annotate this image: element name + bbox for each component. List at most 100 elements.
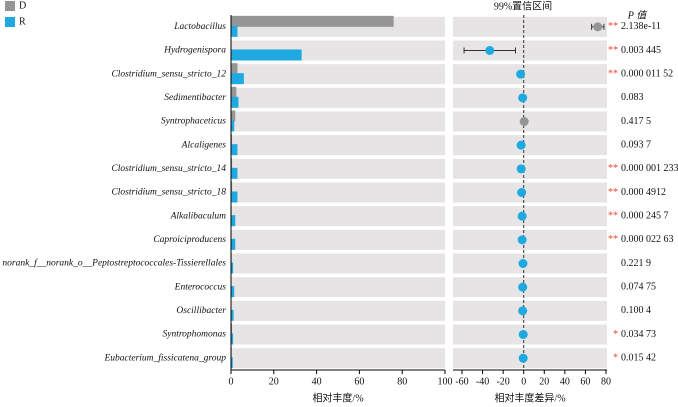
row-band bbox=[231, 111, 445, 132]
p-value: 0.003 445 bbox=[621, 45, 661, 56]
category-label: Hydrogenispora bbox=[163, 46, 226, 56]
p-value: 2.138e-11 bbox=[621, 21, 661, 32]
significance: ** bbox=[608, 21, 618, 32]
bar bbox=[231, 215, 236, 227]
legend-swatch bbox=[5, 1, 15, 11]
p-value: 0.000 4912 bbox=[621, 187, 666, 198]
significance: ** bbox=[608, 68, 618, 79]
point bbox=[517, 188, 527, 197]
bar bbox=[231, 181, 233, 193]
bar bbox=[231, 96, 239, 108]
bar bbox=[231, 49, 302, 61]
x-tick-label: 60 bbox=[580, 376, 590, 387]
row-band bbox=[231, 229, 445, 250]
x-axis-label: 相对丰度差异/% bbox=[494, 391, 565, 404]
bar bbox=[231, 262, 234, 274]
p-value: 0.000 022 63 bbox=[621, 234, 674, 245]
significance: * bbox=[613, 352, 618, 363]
x-tick-label: 0 bbox=[521, 376, 526, 387]
category-label: Sedimentibacter bbox=[164, 93, 226, 103]
p-value: 0.100 4 bbox=[621, 305, 651, 316]
category-label: Enterococcus bbox=[174, 282, 227, 292]
category-label: Syntrophomonas bbox=[162, 330, 226, 340]
row-band bbox=[453, 40, 607, 61]
row-band bbox=[453, 16, 607, 37]
significance: ** bbox=[608, 234, 618, 245]
row-band bbox=[453, 158, 607, 179]
bar bbox=[231, 15, 394, 27]
p-value: 0.083 bbox=[621, 92, 644, 103]
x-tick-label: 60 bbox=[354, 376, 364, 387]
category-label: Eubacterium_fissicatena_group bbox=[103, 352, 226, 363]
point bbox=[518, 353, 528, 363]
bar bbox=[231, 110, 236, 122]
bar bbox=[231, 333, 234, 345]
ci-title: 99%置信区间 bbox=[494, 0, 552, 12]
row-band bbox=[231, 300, 445, 321]
p-value: 0.074 75 bbox=[621, 281, 656, 292]
row-band bbox=[231, 158, 445, 179]
x-tick-label: 80 bbox=[601, 376, 611, 387]
x-tick-label: -20 bbox=[496, 376, 509, 387]
bar bbox=[231, 120, 235, 132]
bar bbox=[231, 191, 238, 203]
category-label: Caproiciproducens bbox=[153, 235, 226, 245]
row-band bbox=[453, 300, 607, 321]
point bbox=[516, 140, 526, 150]
category-label: Syntrophaceticus bbox=[161, 117, 226, 127]
row-band bbox=[453, 64, 607, 85]
bar bbox=[231, 134, 233, 146]
row-band bbox=[453, 135, 607, 156]
x-tick-label: 40 bbox=[560, 376, 570, 387]
point bbox=[517, 211, 527, 221]
legend-label: R bbox=[19, 16, 26, 27]
p-value: 0.093 7 bbox=[621, 139, 651, 150]
x-tick-label: 100 bbox=[438, 376, 453, 387]
p-header: P 值 bbox=[627, 9, 648, 21]
x-tick-label: 0 bbox=[229, 376, 234, 387]
bar bbox=[231, 309, 234, 321]
point bbox=[516, 164, 526, 174]
p-value: 0.000 245 7 bbox=[621, 210, 669, 221]
row-band bbox=[453, 182, 607, 203]
point bbox=[518, 306, 528, 316]
row-band bbox=[453, 229, 607, 250]
row-band bbox=[231, 253, 445, 274]
row-band bbox=[231, 182, 445, 203]
bar bbox=[231, 73, 244, 85]
bar bbox=[231, 157, 233, 169]
legend-swatch bbox=[5, 17, 15, 27]
category-label: norank_f__norank_o__Peptostreptococcales… bbox=[2, 258, 226, 269]
category-label: Clostridium_sensu_stricto_14 bbox=[111, 164, 226, 174]
x-tick-label: 20 bbox=[539, 376, 549, 387]
bar bbox=[231, 63, 238, 75]
row-band bbox=[453, 253, 607, 274]
row-band bbox=[231, 64, 445, 85]
p-value: 0.000 001 233 bbox=[621, 163, 678, 174]
bar bbox=[231, 323, 233, 335]
significance: * bbox=[613, 329, 618, 340]
point bbox=[485, 46, 495, 55]
point bbox=[517, 235, 527, 245]
bar bbox=[231, 167, 238, 179]
category-label: Oscillibacter bbox=[176, 306, 226, 316]
point bbox=[518, 330, 528, 339]
row-band bbox=[231, 135, 445, 156]
row-band bbox=[231, 277, 445, 298]
row-band bbox=[231, 87, 445, 108]
x-tick-label: 40 bbox=[312, 376, 322, 387]
x-tick-label: 80 bbox=[397, 376, 407, 387]
x-tick-label: 20 bbox=[269, 376, 279, 387]
significance: ** bbox=[608, 163, 618, 174]
bar bbox=[231, 286, 235, 298]
x-tick-label: -60 bbox=[455, 376, 468, 387]
point bbox=[516, 69, 526, 79]
p-value: 0.221 9 bbox=[621, 258, 651, 269]
point bbox=[518, 93, 528, 103]
significance: ** bbox=[608, 210, 618, 221]
legend-label: D bbox=[19, 0, 26, 11]
row-band bbox=[453, 277, 607, 298]
p-value: 0.015 42 bbox=[621, 352, 656, 363]
x-tick-label: -40 bbox=[476, 376, 489, 387]
